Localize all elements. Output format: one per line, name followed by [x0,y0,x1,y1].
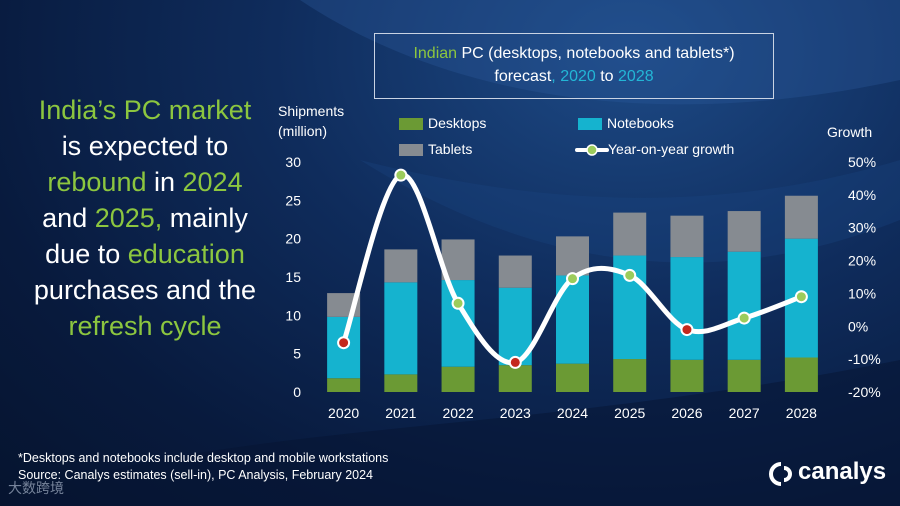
legend-label-desktops: Desktops [428,115,487,131]
y-left-tick-label: 5 [293,346,301,362]
bar-notebooks [384,282,418,375]
x-tick-label: 2022 [442,405,473,421]
bar-tablets [670,215,704,258]
canalys-logo-text: canalys [798,458,887,485]
bar-desktops [727,359,761,392]
title-forecast: forecast [494,68,552,85]
title-pc: PC (desktops, notebooks and tablets*) [457,45,735,62]
chart-title: Indian PC (desktops, notebooks and table… [374,33,774,99]
y-left-tick-label: 15 [285,269,301,285]
footnote: *Desktops and notebooks include desktop … [18,450,388,484]
growth-point [680,323,694,337]
title-indian: Indian [413,45,458,62]
x-tick-label: 2026 [671,405,702,421]
y-left-tick-label: 30 [285,154,301,170]
growth-point [508,355,522,369]
watermark: 大数跨境 [8,480,64,496]
growth-point [737,311,751,325]
growth-point [394,168,408,182]
y-left-tick-label: 10 [285,307,301,323]
headline-education: education [127,239,245,269]
bar-tablets [613,212,647,256]
headline-in: in [146,167,183,197]
headline-rebound: rebound [47,167,147,197]
y-right-tick-label: 40% [848,187,876,203]
bar-tablets [784,195,818,239]
headline-2024: 2024 [182,167,243,197]
growth-point [794,290,808,304]
bar-desktops [498,365,532,392]
headline: India’s PC market is expected to rebound… [14,92,276,344]
y-right-tick-label: 20% [848,253,876,269]
headline-line2: is expected to [61,131,229,161]
title-to: to [595,68,619,85]
legend-label-notebooks: Notebooks [607,115,674,131]
headline-2025: 2025, [94,203,163,233]
legend-swatch-tablets [399,144,423,156]
footnote-source: Source: Canalys estimates (sell-in), PC … [18,468,374,482]
headline-line7: refresh cycle [68,311,222,341]
bar-desktops [670,359,704,392]
y-axis-left-title-line1: Shipments [278,103,345,119]
bar-tablets [556,236,589,276]
bar-desktops [556,363,589,392]
growth-point [566,272,579,286]
y-right-tick-label: 50% [848,154,876,170]
legend-label-tablets: Tablets [428,141,473,157]
y-left-tick-label: 25 [285,192,301,208]
title-2028: 2028 [618,68,654,85]
bar-notebooks [670,257,704,360]
x-tick-label: 2020 [328,405,359,421]
bar-tablets [498,255,532,288]
headline-line1: India’s PC market [38,95,252,125]
y-right-tick-label: 0% [848,318,868,334]
legend-label-growth: Year-on-year growth [608,141,735,157]
x-tick-label: 2021 [385,405,416,421]
y-axis-left-title: Shipments (million) [278,101,344,141]
x-tick-label: 2024 [557,405,588,421]
y-left-tick-label: 20 [285,231,301,247]
y-axis-right-title: Growth [827,124,873,140]
bar-desktops [784,357,818,392]
x-tick-label: 2023 [500,405,531,421]
title-comma: , [551,68,561,85]
growth-point [623,268,637,282]
title-2020: 2020 [560,68,596,85]
growth-point [451,296,465,310]
headline-mainly: mainly [162,203,248,233]
y-right-tick-label: -10% [848,351,881,367]
x-tick-label: 2025 [614,405,645,421]
x-tick-label: 2027 [729,405,760,421]
growth-point [337,336,351,350]
bar-desktops [327,378,361,392]
footnote-note: *Desktops and notebooks include desktop … [18,451,389,465]
bar-desktops [384,374,418,392]
y-axis-left-title-line2: (million) [278,123,327,139]
canalys-logo-icon [769,462,792,486]
y-right-tick-label: -20% [848,384,881,400]
bar-notebooks [727,251,761,360]
bar-tablets [727,211,761,252]
headline-due-to: due to [45,239,128,269]
headline-line6: purchases and the [33,275,257,305]
legend-swatch-growth [575,144,609,156]
y-right-tick-label: 10% [848,285,876,301]
legend-swatch-notebooks [578,118,602,130]
legend-swatch-desktops [399,118,423,130]
headline-and: and [42,203,95,233]
bar-tablets [384,249,418,283]
y-right-tick-label: 30% [848,220,876,236]
bar-desktops [613,359,647,392]
bar-desktops [441,366,475,392]
x-tick-label: 2028 [786,405,817,421]
y-left-tick-label: 0 [293,384,301,400]
